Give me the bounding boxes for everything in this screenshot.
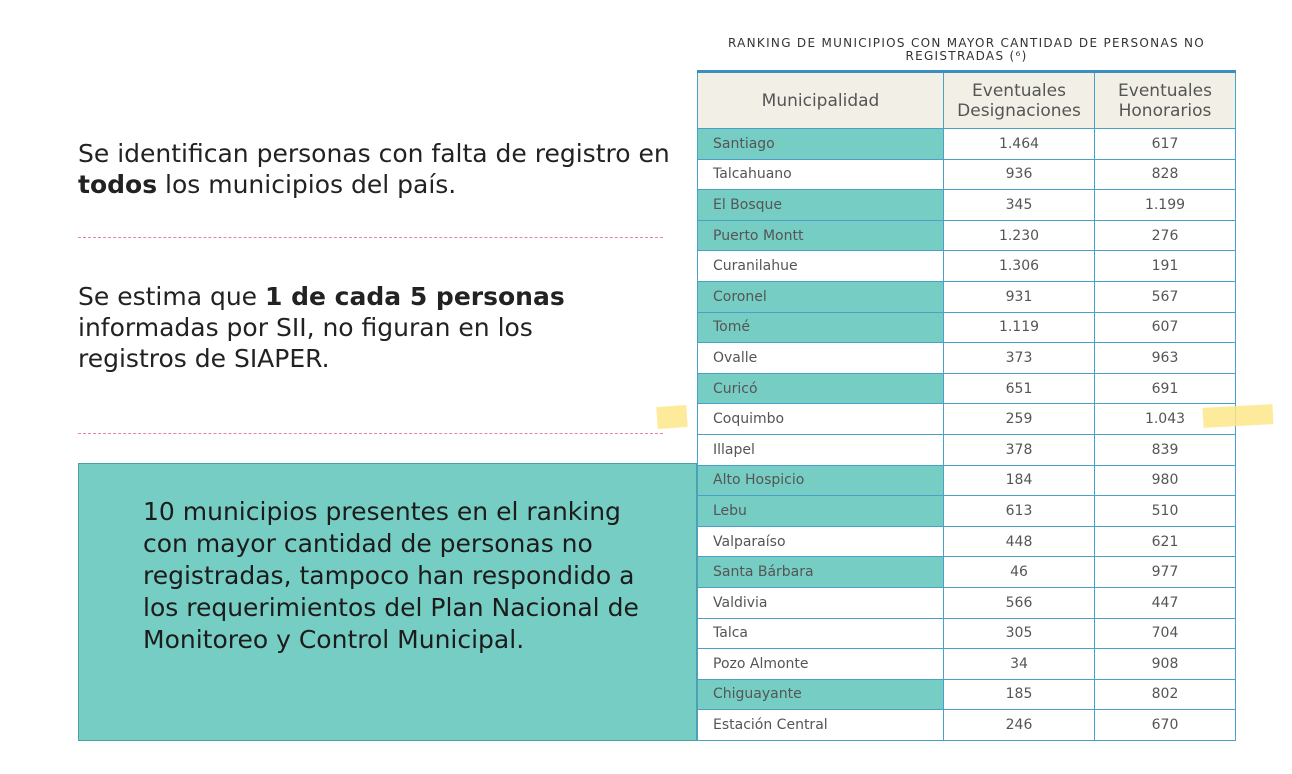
municipality-cell: Chiguayante (697, 678, 944, 711)
designaciones-cell: 184 (943, 464, 1095, 497)
municipality-cell: Lebu (697, 495, 944, 527)
municipality-cell: Talca (697, 617, 944, 650)
designaciones-cell: 936 (943, 158, 1095, 191)
callout-text: 10 municipios presentes en el ranking co… (143, 497, 639, 654)
municipality-cell: Alto Hospicio (697, 464, 944, 497)
stat-one-in-five: Se estima que 1 de cada 5 personas infor… (78, 282, 565, 373)
municipality-cell: Pozo Almonte (697, 648, 944, 680)
honorarios-cell: 670 (1094, 709, 1236, 741)
header-municipalidad: Municipalidad (697, 71, 944, 129)
municipality-cell: Illapel (697, 433, 944, 466)
municipality-cell: Puerto Montt (697, 219, 944, 252)
header-designaciones: Eventuales Designaciones (943, 71, 1095, 129)
designaciones-cell: 931 (943, 280, 1095, 313)
designaciones-cell: 1.119 (943, 311, 1095, 344)
designaciones-cell: 1.306 (943, 250, 1095, 282)
honorarios-cell: 839 (1094, 433, 1236, 466)
designaciones-cell: 1.464 (943, 128, 1095, 160)
table-row: Estación Central 246 670 (697, 709, 1236, 741)
municipality-cell: El Bosque (697, 189, 944, 221)
honorarios-cell: 617 (1094, 128, 1236, 160)
table-row: Illapel 378 839 (697, 433, 1236, 466)
table-row: Chiguayante 185 802 (697, 678, 1236, 711)
designaciones-cell: 1.230 (943, 219, 1095, 252)
municipality-cell: Talcahuano (697, 158, 944, 191)
municipality-cell: Ovalle (697, 342, 944, 374)
honorarios-cell: 621 (1094, 525, 1236, 558)
designaciones-cell: 259 (943, 403, 1095, 435)
highlighter-mark (1202, 404, 1274, 428)
designaciones-cell: 345 (943, 189, 1095, 221)
honorarios-cell: 802 (1094, 678, 1236, 711)
table-row: Lebu 613 510 (697, 495, 1236, 527)
table-row: Pozo Almonte 34 908 (697, 648, 1236, 680)
designaciones-cell: 246 (943, 709, 1095, 741)
callout-box: 10 municipios presentes en el ranking co… (78, 463, 697, 741)
municipality-cell: Valparaíso (697, 525, 944, 558)
municipality-cell: Santa Bárbara (697, 556, 944, 588)
honorarios-cell: 276 (1094, 219, 1236, 252)
designaciones-cell: 185 (943, 678, 1095, 711)
honorarios-cell: 828 (1094, 158, 1236, 191)
honorarios-cell: 691 (1094, 372, 1236, 405)
municipality-cell: Curanilahue (697, 250, 944, 282)
designaciones-cell: 34 (943, 648, 1095, 680)
designaciones-cell: 613 (943, 495, 1095, 527)
table-row: Curanilahue 1.306 191 (697, 250, 1236, 282)
table-row: Coronel 931 567 (697, 280, 1236, 313)
designaciones-cell: 651 (943, 372, 1095, 405)
designaciones-cell: 373 (943, 342, 1095, 374)
header-honorarios: Eventuales Honorarios (1094, 71, 1236, 129)
table-row: Valparaíso 448 621 (697, 525, 1236, 558)
divider (78, 237, 663, 238)
ranking-table: Municipalidad Eventuales Designaciones E… (697, 70, 1236, 741)
table-title: RANKING DE MUNICIPIOS CON MAYOR CANTIDAD… (727, 36, 1206, 63)
municipality-cell: Valdivia (697, 586, 944, 619)
honorarios-cell: 567 (1094, 280, 1236, 313)
municipality-cell: Estación Central (697, 709, 944, 741)
table-row: Alto Hospicio 184 980 (697, 464, 1236, 497)
divider (78, 433, 663, 434)
table-row: El Bosque 345 1.199 (697, 189, 1236, 221)
designaciones-cell: 378 (943, 433, 1095, 466)
municipality-cell: Tomé (697, 311, 944, 344)
honorarios-cell: 607 (1094, 311, 1236, 344)
honorarios-cell: 963 (1094, 342, 1236, 374)
honorarios-cell: 908 (1094, 648, 1236, 680)
table-row: Puerto Montt 1.230 276 (697, 219, 1236, 252)
table-row: Ovalle 373 963 (697, 342, 1236, 374)
honorarios-cell: 704 (1094, 617, 1236, 650)
honorarios-cell: 977 (1094, 556, 1236, 588)
table-row: Santa Bárbara 46 977 (697, 556, 1236, 588)
honorarios-cell: 447 (1094, 586, 1236, 619)
designaciones-cell: 46 (943, 556, 1095, 588)
honorarios-cell: 980 (1094, 464, 1236, 497)
designaciones-cell: 448 (943, 525, 1095, 558)
table-row: Coquimbo 259 1.043 (697, 403, 1236, 435)
designaciones-cell: 566 (943, 586, 1095, 619)
table-row: Talca 305 704 (697, 617, 1236, 650)
municipality-cell: Coquimbo (697, 403, 944, 435)
honorarios-cell: 1.199 (1094, 189, 1236, 221)
table-row: Talcahuano 936 828 (697, 158, 1236, 191)
table-row: Santiago 1.464 617 (697, 128, 1236, 160)
highlighter-mark (656, 404, 688, 430)
municipality-cell: Coronel (697, 280, 944, 313)
honorarios-cell: 191 (1094, 250, 1236, 282)
designaciones-cell: 305 (943, 617, 1095, 650)
table-row: Tomé 1.119 607 (697, 311, 1236, 344)
table-row: Valdivia 566 447 (697, 586, 1236, 619)
stat-no-registration: Se identifican personas con falta de reg… (78, 139, 670, 199)
honorarios-cell: 510 (1094, 495, 1236, 527)
municipality-cell: Curicó (697, 372, 944, 405)
table-row: Curicó 651 691 (697, 372, 1236, 405)
municipality-cell: Santiago (697, 128, 944, 160)
